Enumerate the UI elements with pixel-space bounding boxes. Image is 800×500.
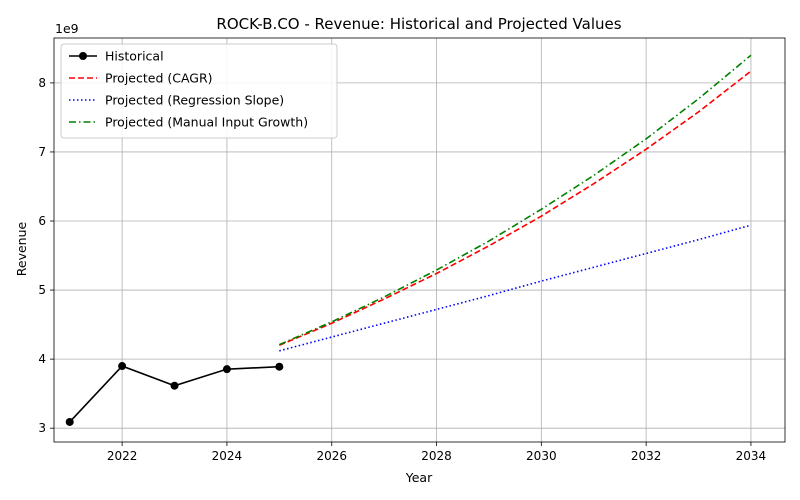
y-tick-label: 5 <box>38 283 46 297</box>
legend-label: Projected (Regression Slope) <box>105 93 284 108</box>
legend-label: Projected (Manual Input Growth) <box>105 115 308 130</box>
y-tick-label: 4 <box>38 352 46 366</box>
x-tick-label: 2024 <box>212 449 243 463</box>
x-tick-label: 2028 <box>421 449 452 463</box>
x-tick-label: 2026 <box>316 449 347 463</box>
data-point <box>170 381 179 390</box>
legend-marker <box>79 52 87 60</box>
axis-ticks: 2022 2024 2026 2028 2030 2032 2034 3 4 5 6 7 8 <box>38 76 766 463</box>
x-tick-label: 2034 <box>736 449 767 463</box>
x-tick-label: 2030 <box>526 449 557 463</box>
x-tick-label: 2022 <box>107 449 138 463</box>
y-tick-label: 7 <box>38 145 46 159</box>
data-point <box>118 362 127 371</box>
data-point <box>275 362 284 371</box>
series-layer <box>65 54 752 426</box>
chart-title: ROCK-B.CO - Revenue: Historical and Proj… <box>216 15 621 33</box>
series-line-1 <box>279 70 752 347</box>
y-tick-label: 6 <box>38 214 46 228</box>
legend-box <box>60 43 338 139</box>
y-multiplier-label: 1e9 <box>55 21 79 36</box>
y-axis-label: Revenue <box>14 221 29 276</box>
series-line-2 <box>279 224 752 352</box>
x-axis-label: Year <box>405 470 433 485</box>
plot-frame <box>53 37 786 443</box>
legend-label: Projected (CAGR) <box>105 71 213 86</box>
y-tick-label: 8 <box>38 76 46 90</box>
legend-label: Historical <box>105 49 164 64</box>
data-point <box>65 417 74 426</box>
data-point <box>222 365 231 374</box>
series-line-0 <box>69 365 280 423</box>
legend: Historical Projected (CAGR) Projected (Reg… <box>60 43 338 139</box>
series-line-3 <box>279 54 752 346</box>
grid <box>54 38 785 442</box>
x-tick-label: 2032 <box>631 449 662 463</box>
y-tick-label: 3 <box>38 421 46 435</box>
